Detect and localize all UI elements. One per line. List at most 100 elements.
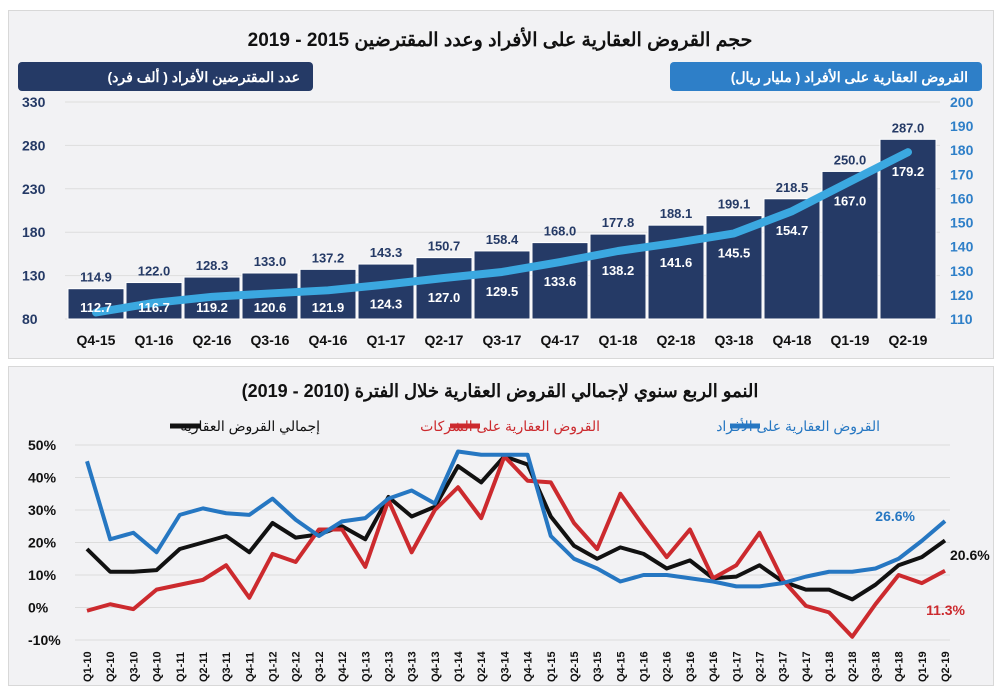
right-axis-tick: 190 bbox=[950, 118, 974, 134]
x-tick-label: Q3-12 bbox=[314, 651, 326, 682]
x-tick-label: Q3-16 bbox=[685, 651, 697, 682]
right-axis-tick: 160 bbox=[950, 190, 974, 206]
legend-label: إجمالي القروض العقارية bbox=[180, 418, 320, 435]
x-tick-label: Q3-17 bbox=[483, 332, 522, 348]
end-value-label: 11.3% bbox=[926, 602, 965, 618]
right-legend-box bbox=[670, 62, 982, 91]
x-tick-label: Q1-10 bbox=[82, 651, 94, 682]
y-tick-label: 0% bbox=[28, 600, 49, 616]
bar-value-label: 188.1 bbox=[660, 206, 693, 221]
x-tick-label: Q4-14 bbox=[523, 651, 535, 682]
bar-value-label: 143.3 bbox=[370, 245, 403, 260]
x-tick-label: Q4-18 bbox=[894, 651, 906, 682]
bar bbox=[473, 250, 531, 320]
x-tick-label: Q3-11 bbox=[221, 652, 233, 682]
x-tick-label: Q1-17 bbox=[731, 651, 743, 682]
x-tick-label: Q3-10 bbox=[128, 651, 140, 682]
x-tick-label: Q2-18 bbox=[657, 332, 696, 348]
x-tick-label: Q3-18 bbox=[715, 332, 754, 348]
bar-value-label: 287.0 bbox=[892, 120, 925, 135]
end-value-label: 20.6% bbox=[950, 547, 990, 563]
x-tick-label: Q2-11 bbox=[198, 652, 210, 682]
x-tick-label: Q2-16 bbox=[193, 332, 232, 348]
x-tick-label: Q4-16 bbox=[309, 332, 348, 348]
x-tick-label: Q4-17 bbox=[801, 651, 813, 682]
x-tick-label: Q1-12 bbox=[268, 651, 280, 682]
x-tick-label: Q3-14 bbox=[499, 651, 511, 682]
legend-label: القروض العقارية على الأفراد bbox=[716, 417, 880, 435]
x-tick-label: Q1-19 bbox=[917, 651, 929, 682]
x-tick-label: Q2-14 bbox=[476, 651, 488, 682]
bar-value-label: 133.0 bbox=[254, 254, 287, 269]
right-axis-tick: 130 bbox=[950, 263, 974, 279]
x-tick-label: Q3-16 bbox=[251, 332, 290, 348]
line-value-label: 138.2 bbox=[602, 263, 635, 278]
line-value-label: 124.3 bbox=[370, 297, 403, 312]
bar bbox=[821, 170, 879, 320]
left-axis-tick: 330 bbox=[22, 94, 46, 110]
line-value-label: 112.7 bbox=[80, 300, 112, 315]
line-value-label: 127.0 bbox=[428, 290, 461, 305]
x-tick-label: Q2-12 bbox=[291, 651, 303, 682]
x-tick-label: Q3-17 bbox=[778, 651, 790, 682]
line-value-label: 179.2 bbox=[892, 164, 925, 179]
x-tick-label: Q2-13 bbox=[383, 651, 395, 682]
x-tick-label: Q4-12 bbox=[337, 651, 349, 682]
y-tick-label: 20% bbox=[28, 535, 57, 551]
left-axis-tick: 130 bbox=[22, 268, 46, 284]
x-tick-label: Q1-19 bbox=[831, 332, 870, 348]
series-line-individuals bbox=[85, 449, 947, 589]
x-tick-label: Q2-19 bbox=[940, 651, 952, 682]
line-value-label: 145.5 bbox=[718, 245, 751, 260]
line-value-label: 167.0 bbox=[834, 194, 867, 209]
bar-value-label: 250.0 bbox=[834, 152, 867, 167]
left-axis-tick: 80 bbox=[22, 311, 38, 327]
x-tick-label: Q4-15 bbox=[77, 332, 116, 348]
left-axis-tick: 280 bbox=[22, 137, 46, 153]
right-axis-tick: 180 bbox=[950, 142, 974, 158]
x-tick-label: Q3-18 bbox=[870, 651, 882, 682]
x-tick-label: Q4-13 bbox=[430, 651, 442, 682]
x-tick-label: Q2-10 bbox=[105, 651, 117, 682]
line-value-label: 120.6 bbox=[254, 300, 287, 315]
bar-value-label: 158.4 bbox=[486, 232, 519, 247]
x-tick-label: Q1-18 bbox=[599, 332, 638, 348]
bar bbox=[415, 257, 473, 320]
bar-value-label: 218.5 bbox=[776, 180, 809, 195]
y-tick-label: 40% bbox=[28, 470, 57, 486]
x-tick-label: Q1-16 bbox=[135, 332, 174, 348]
x-tick-label: Q4-18 bbox=[773, 332, 812, 348]
bar bbox=[357, 263, 415, 320]
bar-value-label: 128.3 bbox=[196, 258, 229, 273]
right-axis-tick: 200 bbox=[950, 94, 974, 110]
top-chart-title: حجم القروض العقارية على الأفراد وعدد الم… bbox=[248, 27, 753, 51]
x-tick-label: Q4-10 bbox=[152, 651, 164, 682]
series-line-total bbox=[85, 454, 947, 602]
x-tick-label: Q1-11 bbox=[175, 652, 187, 682]
bottom-chart-title: النمو الربع سنوي لإجمالي القروض العقارية… bbox=[242, 381, 759, 402]
x-tick-label: Q1-17 bbox=[367, 332, 406, 348]
loans-line bbox=[92, 148, 912, 317]
bar-value-label: 177.8 bbox=[602, 215, 635, 230]
line-value-label: 121.9 bbox=[312, 300, 345, 315]
x-tick-label: Q4-11 bbox=[244, 652, 256, 682]
bar-value-label: 122.0 bbox=[138, 264, 171, 279]
line-value-label: 119.2 bbox=[196, 300, 228, 315]
x-tick-label: Q1-13 bbox=[360, 651, 372, 682]
x-tick-label: Q4-15 bbox=[615, 651, 627, 682]
x-tick-label: Q2-19 bbox=[889, 332, 928, 348]
series-line-corporate bbox=[86, 454, 946, 639]
x-tick-label: Q3-15 bbox=[592, 651, 604, 682]
left-legend-box bbox=[18, 62, 313, 91]
line-value-label: 154.7 bbox=[776, 223, 809, 238]
x-tick-label: Q3-13 bbox=[407, 651, 419, 682]
y-tick-label: -10% bbox=[28, 632, 61, 648]
right-axis-tick: 170 bbox=[950, 166, 974, 182]
right-legend-label: القروض العقارية على الأفراد ( مليار ريال… bbox=[731, 68, 968, 86]
bar-value-label: 150.7 bbox=[428, 239, 461, 254]
x-tick-label: Q2-16 bbox=[662, 651, 674, 682]
bar bbox=[879, 138, 937, 320]
x-tick-label: Q1-14 bbox=[453, 651, 465, 682]
line-value-label: 133.6 bbox=[544, 274, 577, 289]
x-tick-label: Q1-16 bbox=[639, 651, 651, 682]
